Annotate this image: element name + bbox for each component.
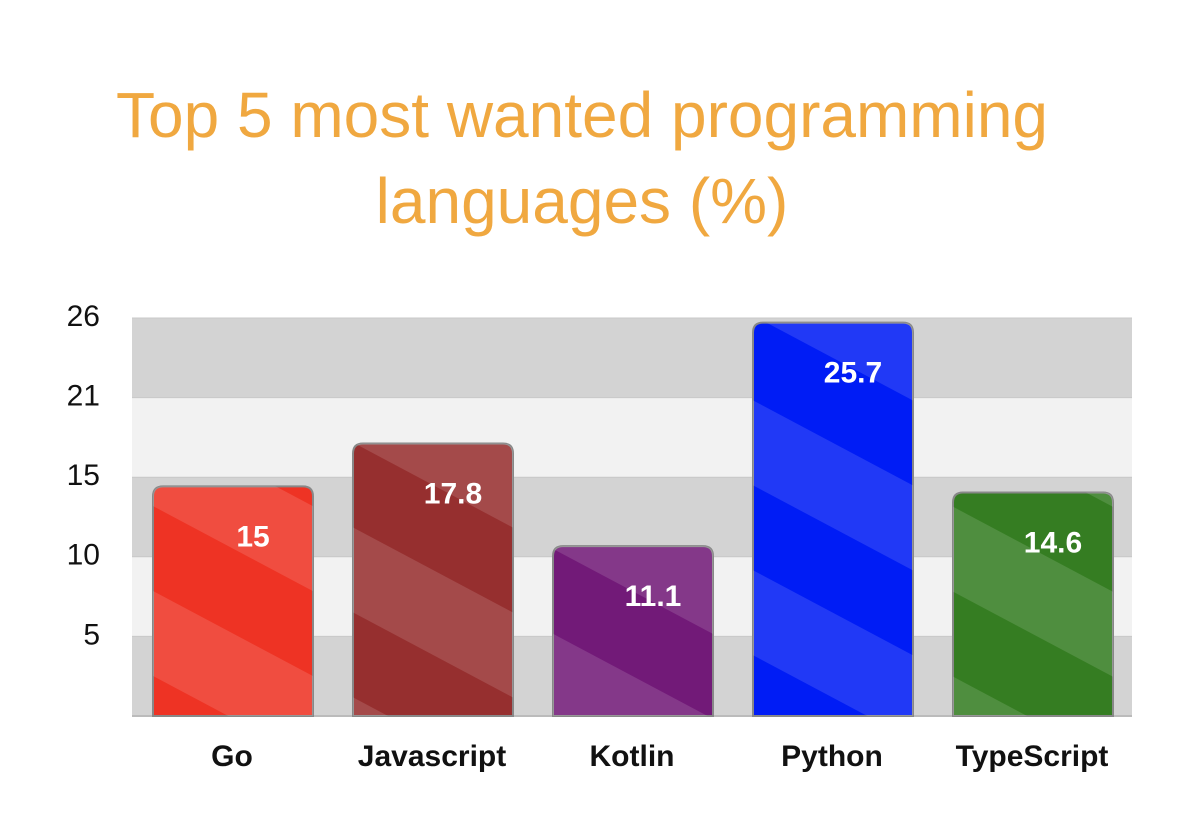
value-label: 25.7 xyxy=(824,357,882,390)
y-tick-label: 10 xyxy=(67,539,100,572)
bar-stripes xyxy=(953,492,1113,716)
value-label: 15 xyxy=(236,520,269,553)
x-tick-label: Go xyxy=(211,740,253,773)
y-tick-label: 26 xyxy=(67,300,100,333)
x-tick-label: Kotlin xyxy=(590,740,675,773)
value-label: 11.1 xyxy=(625,580,682,613)
plot-band xyxy=(132,397,1132,478)
bar-stripes xyxy=(153,486,313,716)
bar-stripes xyxy=(353,443,513,716)
x-tick-label: Python xyxy=(781,740,883,773)
x-tick-label: TypeScript xyxy=(956,740,1109,773)
value-label: 17.8 xyxy=(424,477,482,510)
value-label: 14.6 xyxy=(1024,526,1082,559)
y-tick-label: 5 xyxy=(83,618,100,651)
y-tick-label: 15 xyxy=(67,459,100,492)
bar-stripes xyxy=(753,322,913,716)
bar-stripes xyxy=(553,546,713,716)
x-tick-label: Javascript xyxy=(358,740,506,773)
plot-band xyxy=(132,318,1132,398)
y-tick-label: 21 xyxy=(67,380,100,413)
chart-title: Top 5 most wanted programming languages … xyxy=(116,79,1048,237)
